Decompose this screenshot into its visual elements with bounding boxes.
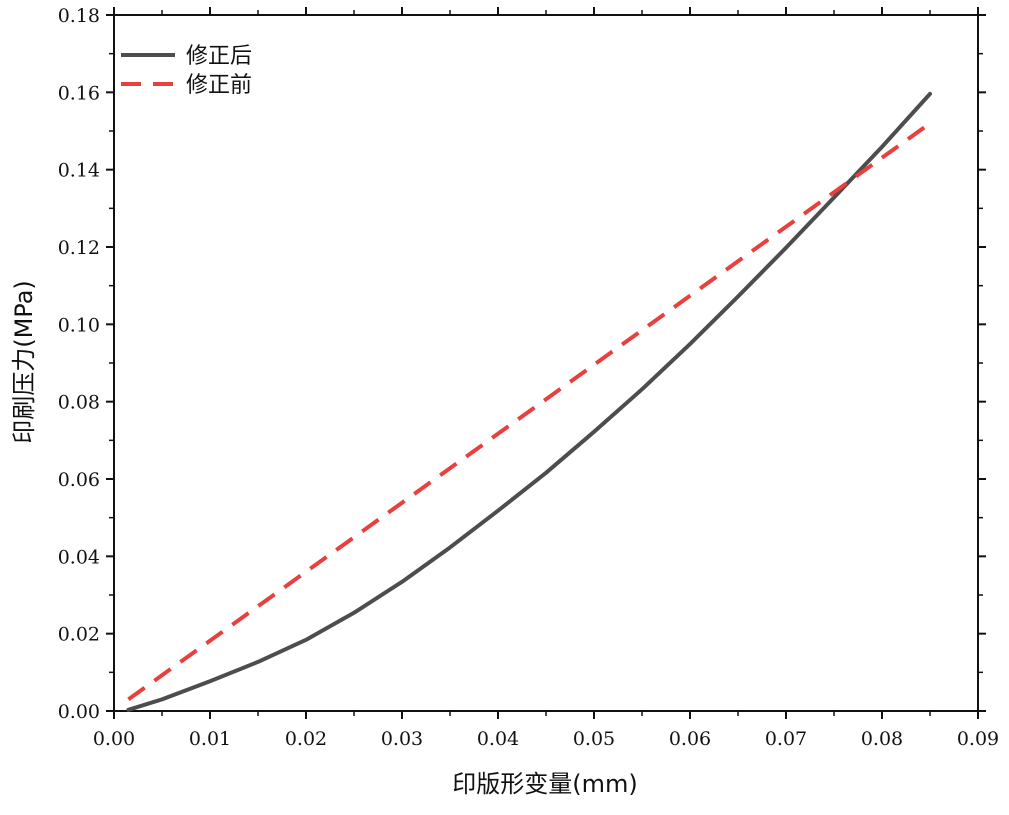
x-tick-label: 0.07 bbox=[765, 728, 807, 750]
y-axis: 0.00 0.02 0.04 0.06 0.08 0.10 0.12 0.14 0.16 0.18 bbox=[58, 5, 986, 723]
x-tick-label: 0.03 bbox=[381, 728, 423, 750]
x-tick-label: 0.02 bbox=[285, 728, 327, 750]
legend-label: 修正后 bbox=[186, 44, 252, 69]
x-tick-label: 0.01 bbox=[189, 728, 231, 750]
y-tick-label: 0.06 bbox=[58, 469, 100, 491]
x-tick-label: 0.08 bbox=[861, 728, 903, 750]
series-line-after-correction bbox=[126, 91, 932, 712]
plot-border bbox=[113, 14, 979, 712]
x-tick-label: 0.06 bbox=[669, 728, 711, 750]
y-tick-label: 0.16 bbox=[58, 82, 100, 104]
x-tick-label: 0.05 bbox=[573, 728, 615, 750]
y-tick-label: 0.18 bbox=[58, 5, 100, 27]
y-axis-title: 印刷压力(MPa) bbox=[10, 280, 38, 444]
plot-frame bbox=[113, 14, 979, 712]
series-layer bbox=[126, 91, 932, 712]
y-tick-label: 0.04 bbox=[58, 546, 100, 568]
y-tick-label: 0.00 bbox=[58, 701, 100, 723]
x-tick-label: 0.04 bbox=[477, 728, 519, 750]
series-line-before-correction bbox=[127, 121, 932, 702]
legend-label: 修正前 bbox=[186, 73, 252, 98]
x-tick-label: 0.09 bbox=[957, 728, 999, 750]
y-tick-label: 0.08 bbox=[58, 392, 100, 414]
y-tick-label: 0.02 bbox=[58, 624, 100, 646]
x-axis-title: 印版形变量(mm) bbox=[452, 770, 637, 798]
y-tick-label: 0.12 bbox=[58, 237, 100, 259]
x-tick-label: 0.00 bbox=[93, 728, 135, 750]
y-tick-label: 0.14 bbox=[58, 160, 100, 182]
y-tick-label: 0.10 bbox=[58, 314, 100, 336]
x-axis: 0.00 0.01 0.02 0.03 0.04 0.05 0.06 0.07 0.08 0.09 bbox=[93, 7, 999, 750]
